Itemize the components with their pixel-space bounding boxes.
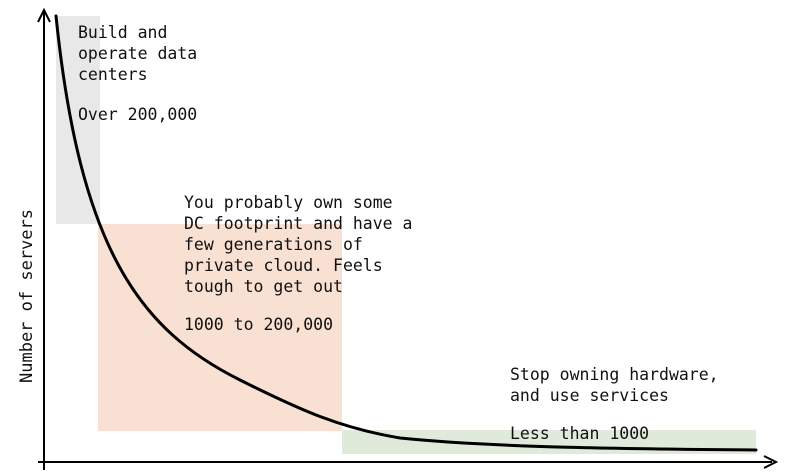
region-large-background <box>56 16 100 224</box>
region-medium-background <box>98 224 342 431</box>
region-medium-range: 1000 to 200,000 <box>184 315 333 334</box>
axes <box>37 7 779 470</box>
region-small-range: Less than 1000 <box>510 424 649 443</box>
region-large-range: Over 200,000 <box>78 105 197 124</box>
decay-curve <box>54 14 758 452</box>
region-small-description: Stop owning hardware, and use services <box>510 365 729 405</box>
y-axis-label: Number of servers <box>17 209 37 383</box>
x-axis-arrowhead <box>763 455 779 469</box>
region-large-description: Build and operate data centers <box>78 23 207 84</box>
y-axis-arrowhead <box>37 7 51 23</box>
region-medium-description: You probably own some DC footprint and h… <box>184 193 422 296</box>
